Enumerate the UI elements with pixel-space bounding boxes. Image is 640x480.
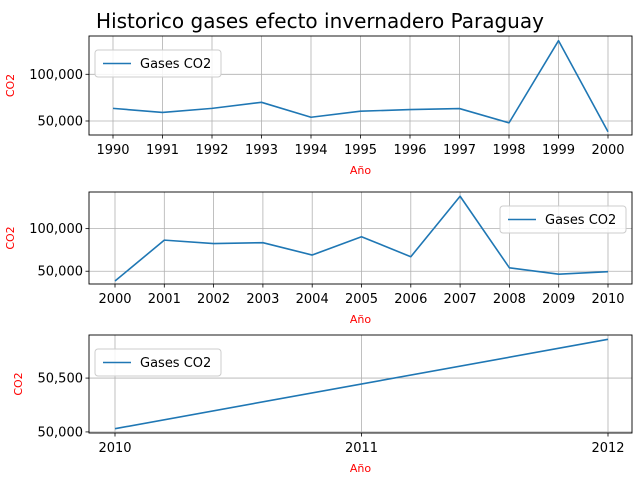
axes-frame (88, 35, 633, 136)
series-line-gases-co2 (112, 39, 609, 133)
x-tick-label: 1995 (344, 143, 377, 158)
x-tick-label: 2002 (197, 292, 230, 307)
x-tick-label: 1992 (195, 143, 228, 158)
x-tick-label: 2001 (148, 292, 181, 307)
chart-title: Historico gases efecto invernadero Parag… (96, 9, 544, 33)
y-axis-label: CO2 (4, 74, 17, 97)
x-tick-label: 2012 (591, 441, 624, 456)
legend: Gases CO2 (499, 205, 627, 234)
x-tick-label: 1990 (96, 143, 129, 158)
x-tick-label: 1997 (443, 143, 476, 158)
x-tick-label: 2008 (493, 292, 526, 307)
x-axis-label: Año (350, 164, 371, 177)
legend: Gases CO2 (94, 348, 222, 377)
x-tick-label: 2010 (98, 441, 131, 456)
series-line-gases-co2 (114, 195, 609, 282)
x-tick-label: 1991 (146, 143, 179, 158)
y-tick-label: 50,500 (38, 372, 84, 387)
y-tick-label: 50,000 (38, 265, 84, 280)
y-tick-label: 100,000 (29, 68, 83, 83)
x-tick-label: 2003 (246, 292, 279, 307)
subplot-2: 2000 2001 2002 2003 2004 2005 2006 2007 2008 2009… (4, 191, 633, 326)
y-tick-label: 50,000 (38, 425, 84, 440)
legend-label: Gases CO2 (140, 57, 211, 72)
x-tick-label: 2006 (394, 292, 427, 307)
subplot-3: 2010 2011 2012 50,000 50,500 Año CO2 Gases CO2 (12, 334, 633, 475)
x-axis-label: Año (350, 462, 371, 475)
x-tick-label: 2007 (444, 292, 477, 307)
x-tick-label: 2004 (296, 292, 329, 307)
x-tick-label: 1994 (294, 143, 327, 158)
legend-box (94, 49, 222, 78)
series-line-gases-co2 (114, 338, 609, 430)
x-tick-label: 1998 (492, 143, 525, 158)
x-tick-label: 1999 (542, 143, 575, 158)
x-tick-label: 2000 (98, 292, 131, 307)
legend-label: Gases CO2 (545, 213, 616, 228)
legend-box (94, 348, 222, 377)
y-axis-label: CO2 (12, 372, 25, 395)
x-tick-label: 2000 (591, 143, 624, 158)
legend-box (499, 205, 627, 234)
x-tick-label: 1996 (393, 143, 426, 158)
axes-frame (88, 191, 633, 285)
legend-label: Gases CO2 (140, 356, 211, 371)
x-tick-label: 2005 (345, 292, 378, 307)
y-tick-label: 50,000 (38, 114, 84, 129)
x-tick-label: 1993 (245, 143, 278, 158)
subplot-1: 1990 1991 1992 1993 1994 1995 1996 1997 1998 1999… (4, 35, 633, 177)
axes-frame (88, 334, 633, 434)
y-axis-label: CO2 (4, 226, 17, 249)
legend: Gases CO2 (94, 49, 222, 78)
x-tick-label: 2011 (345, 441, 378, 456)
x-axis-label: Año (350, 313, 371, 326)
x-tick-label: 2010 (591, 292, 624, 307)
y-tick-label: 100,000 (29, 222, 83, 237)
x-tick-label: 2009 (542, 292, 575, 307)
